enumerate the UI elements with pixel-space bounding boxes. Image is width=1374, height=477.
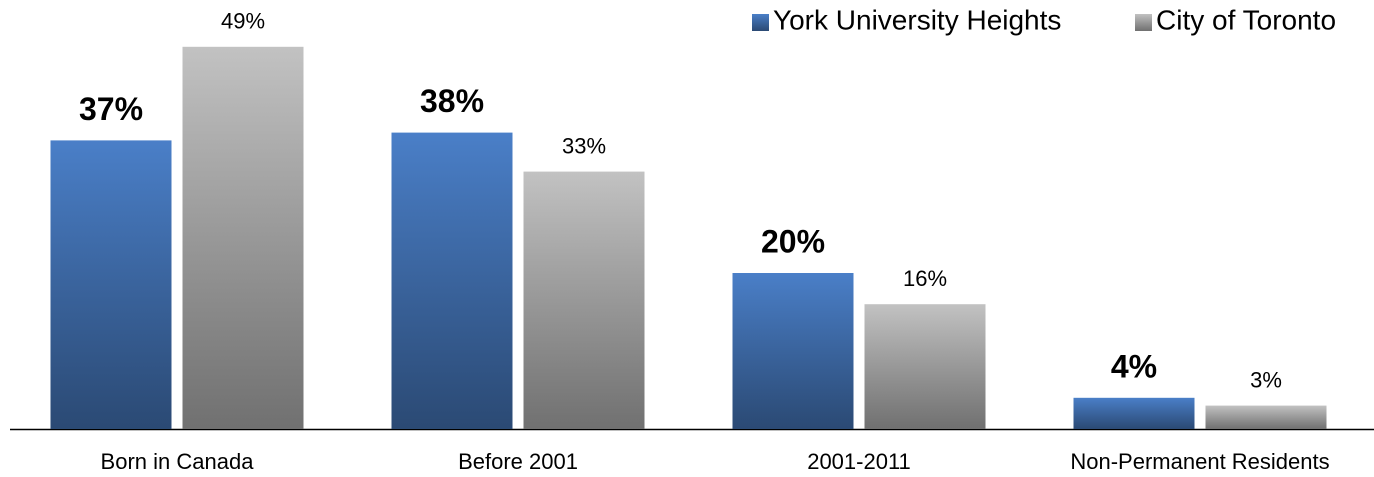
data-label: 20%	[761, 223, 825, 259]
data-label: 49%	[221, 9, 265, 34]
x-tick-label: Before 2001	[458, 449, 578, 474]
bar	[182, 46, 304, 430]
bar	[1073, 397, 1195, 429]
bar	[732, 273, 854, 429]
bar	[391, 132, 513, 429]
bar	[523, 171, 645, 429]
data-label: 4%	[1111, 348, 1157, 384]
x-tick-label: 2001-2011	[807, 449, 911, 474]
bar	[50, 140, 172, 429]
legend-swatch	[752, 14, 769, 31]
bar	[1205, 405, 1327, 429]
data-label: 16%	[903, 266, 947, 291]
x-tick-label: Non-Permanent Residents	[1070, 449, 1329, 474]
legend-swatch	[1135, 14, 1152, 31]
legend-label: York University Heights	[773, 4, 1061, 35]
data-label: 33%	[562, 133, 606, 158]
data-label: 37%	[79, 91, 143, 127]
legend-label: City of Toronto	[1156, 4, 1336, 35]
data-label: 38%	[420, 83, 484, 119]
data-label: 3%	[1250, 367, 1282, 392]
x-tick-label: Born in Canada	[101, 449, 255, 474]
bar	[864, 304, 986, 429]
